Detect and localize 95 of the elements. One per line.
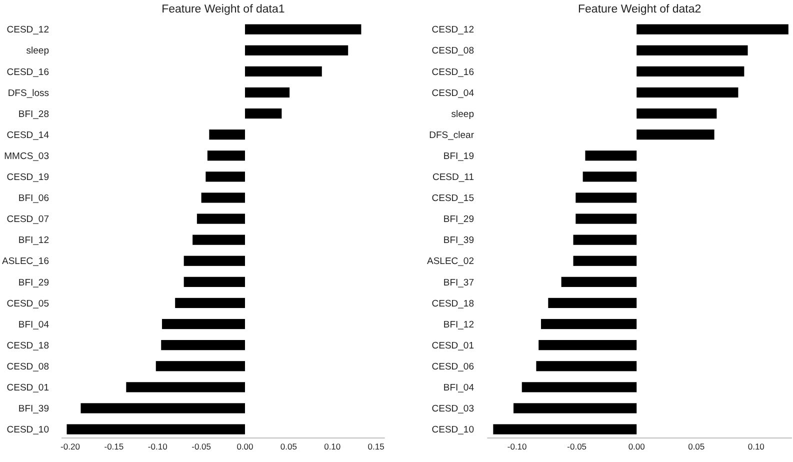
bar (192, 234, 245, 245)
chart-title: Feature Weight of data1 (162, 4, 285, 16)
bar (184, 276, 245, 287)
bar (175, 298, 245, 308)
bar (636, 24, 788, 34)
bar (244, 66, 322, 76)
y-tick-label: ASLEC_02 (426, 256, 474, 268)
y-tick-label: DFS_loss (8, 88, 50, 99)
bar (573, 256, 637, 266)
y-tick-label: CESD_16 (432, 66, 474, 78)
x-tick-label: 0.00 (628, 441, 646, 452)
bar (66, 424, 245, 434)
y-tick-label: CESD_01 (432, 340, 474, 352)
bar (161, 340, 245, 350)
y-tick-label: BFI_29 (18, 277, 49, 288)
y-tick-label: CESD_11 (432, 172, 474, 183)
bar (201, 192, 245, 203)
y-tick-label: sleep (451, 108, 474, 120)
bar (636, 130, 714, 140)
bar (576, 192, 637, 203)
x-tick-label: -0.05 (192, 441, 212, 452)
y-tick-label: CESD_16 (6, 66, 49, 78)
y-tick-label: BFI_12 (443, 319, 474, 330)
y-tick-label: BFI_19 (443, 150, 474, 162)
bar (493, 424, 637, 434)
y-tick-label: BFI_39 (18, 404, 49, 415)
x-tick-label: -0.20 (60, 441, 80, 452)
bar (244, 45, 348, 56)
bar (585, 150, 637, 161)
bar (196, 214, 245, 224)
x-tick-label: -0.10 (148, 441, 168, 452)
y-tick-label: CESD_04 (432, 88, 474, 99)
bar (522, 382, 637, 392)
x-tick-label: 0.10 (324, 441, 341, 452)
y-tick-label: sleep (26, 46, 49, 57)
bar (582, 172, 637, 182)
y-tick-label: CESD_06 (432, 361, 474, 372)
bar (244, 108, 282, 119)
y-tick-label: CESD_01 (6, 382, 49, 394)
x-tick-label: 0.00 (236, 441, 254, 452)
y-tick-label: CESD_18 (6, 340, 49, 352)
y-tick-label: CESD_05 (6, 298, 49, 310)
bar (162, 318, 245, 330)
y-tick-label: CESD_10 (432, 424, 474, 436)
y-tick-label: BFI_12 (18, 235, 49, 246)
bar (548, 298, 637, 308)
y-tick-label: BFI_04 (443, 382, 474, 394)
bar (561, 276, 637, 287)
bar (538, 340, 637, 350)
y-tick-label: CESD_03 (432, 404, 474, 415)
y-tick-label: CESD_10 (6, 424, 49, 436)
bar (126, 382, 245, 392)
y-tick-label: CESD_12 (432, 24, 474, 36)
y-tick-label: CESD_12 (6, 24, 49, 36)
chart-title: Feature Weight of data2 (578, 4, 702, 16)
y-tick-label: CESD_08 (6, 361, 49, 372)
bar (209, 130, 245, 140)
y-tick-label: MMCS_03 (4, 150, 49, 162)
bar (540, 318, 637, 330)
bar (206, 172, 245, 182)
y-tick-label: BFI_28 (18, 108, 49, 120)
bar (244, 87, 290, 98)
y-tick-label: ASLEC_16 (2, 256, 49, 268)
y-tick-label: CESD_08 (432, 46, 474, 57)
bar (207, 150, 245, 161)
y-tick-label: DFS_clear (429, 130, 474, 141)
bar (636, 108, 717, 119)
y-tick-label: BFI_29 (443, 214, 474, 226)
y-tick-label: CESD_07 (6, 214, 49, 226)
y-tick-label: BFI_39 (443, 235, 474, 246)
bar (80, 403, 245, 414)
y-tick-label: CESD_18 (432, 298, 474, 310)
x-tick-label: 0.10 (748, 441, 765, 452)
y-tick-label: BFI_37 (443, 277, 474, 288)
bar (184, 256, 245, 266)
bar (513, 403, 637, 414)
bar (636, 66, 744, 76)
y-tick-label: BFI_06 (18, 193, 49, 204)
bar (244, 24, 362, 34)
x-tick-label: -0.10 (507, 441, 528, 452)
x-tick-label: -0.15 (104, 441, 124, 452)
bar (636, 87, 738, 98)
y-tick-label: CESD_15 (432, 193, 474, 204)
bar (573, 234, 637, 245)
x-tick-label: 0.05 (688, 441, 705, 452)
y-tick-label: CESD_14 (6, 130, 49, 141)
y-tick-label: CESD_19 (6, 172, 49, 183)
bar (536, 361, 637, 372)
x-tick-label: -0.05 (567, 441, 587, 452)
bar (576, 214, 637, 224)
x-tick-label: 0.05 (280, 441, 298, 452)
bar (636, 45, 748, 56)
x-tick-label: 0.15 (368, 441, 385, 452)
bar (156, 361, 245, 372)
y-tick-label: BFI_04 (18, 319, 49, 330)
